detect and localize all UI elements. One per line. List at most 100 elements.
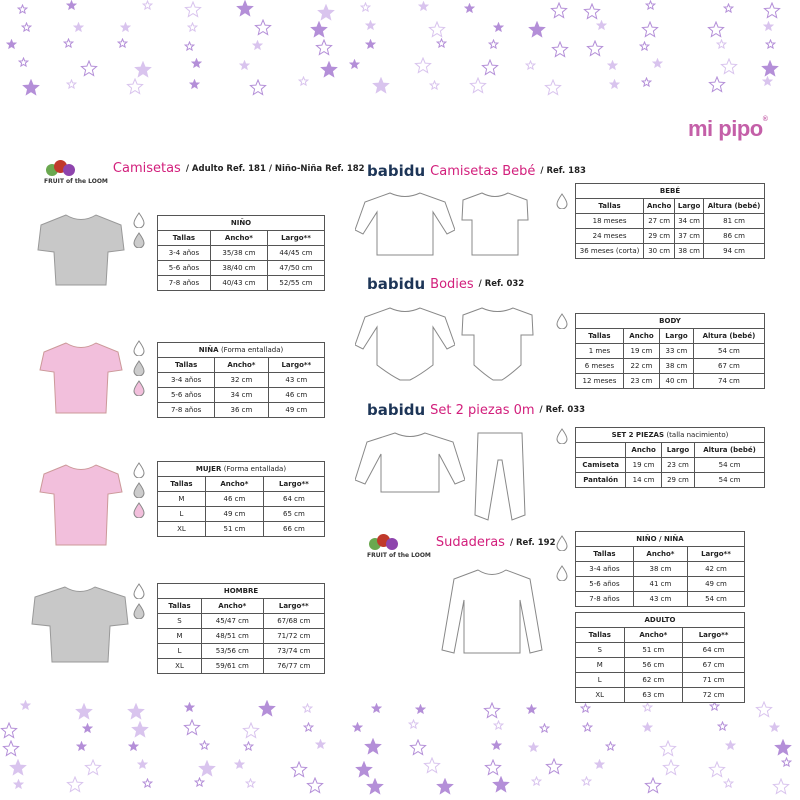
star-icon xyxy=(17,3,29,14)
table-cell: 23 cm xyxy=(660,457,696,473)
table-cell: 1 mes xyxy=(575,343,624,359)
star-icon xyxy=(483,702,501,719)
table-cell: L xyxy=(157,506,206,522)
table-row: M 46 cm 64 cm xyxy=(157,491,326,507)
star-icon xyxy=(755,700,774,718)
column-header: Largo xyxy=(660,442,696,458)
table-cell: 40/43 cm xyxy=(209,275,268,291)
table-cell: 19 cm xyxy=(625,457,662,473)
table-cell: 51 cm xyxy=(623,642,684,658)
star-icon xyxy=(199,740,211,751)
column-header: Tallas xyxy=(156,598,203,614)
table-cell: 72 cm xyxy=(682,687,745,703)
star-icon xyxy=(319,60,338,78)
column-header: Tallas xyxy=(575,546,634,562)
table-cell: 47/50 cm xyxy=(266,260,326,276)
star-icon xyxy=(142,0,154,11)
tshirt-pink-fitted-illustration xyxy=(39,342,123,414)
table-cell: 38 cm xyxy=(632,561,688,577)
star-icon xyxy=(120,21,132,32)
star-icon xyxy=(349,58,361,70)
table-row: S 45/47 cm 67/68 cm xyxy=(156,613,326,629)
table-row: XL 51 cm 66 cm xyxy=(157,521,326,537)
tshirt-grey-illustration xyxy=(37,214,125,286)
table-cell: S xyxy=(156,613,203,629)
star-icon xyxy=(19,700,31,711)
star-icon xyxy=(317,3,336,21)
table-row: 6 meses 22 cm 38 cm 67 cm xyxy=(575,358,766,374)
star-icon xyxy=(492,776,511,794)
star-icon xyxy=(606,59,618,70)
table-cell: 43 cm xyxy=(632,591,688,607)
star-icon xyxy=(257,700,276,717)
table-cell: S xyxy=(575,642,625,658)
table-cell: 33 cm xyxy=(659,343,694,359)
star-icon xyxy=(302,702,314,713)
star-icon xyxy=(136,759,148,770)
star-icon xyxy=(544,758,563,775)
star-icon xyxy=(236,0,255,17)
table-title: BODY xyxy=(575,313,765,329)
table-cell: 94 cm xyxy=(703,243,765,259)
table-cell: 3-4 años xyxy=(157,245,211,261)
star-icon xyxy=(249,78,267,96)
star-pattern-bottom xyxy=(0,700,800,800)
color-swatch-icon xyxy=(133,462,145,478)
table-cell: 3-4 años xyxy=(156,372,216,388)
table-cell: 46 cm xyxy=(204,491,264,507)
star-icon xyxy=(761,76,773,87)
table-cell: 18 meses xyxy=(574,213,645,229)
size-table-nina: NIÑA (Forma entallada) Tallas Ancho* Largo*… xyxy=(156,342,326,418)
star-icon xyxy=(360,2,372,13)
star-icon xyxy=(76,741,88,752)
column-header: Largo** xyxy=(266,230,326,246)
table-header: Tallas Ancho* Largo** xyxy=(575,627,745,643)
star-icon xyxy=(20,21,32,33)
star-icon xyxy=(197,759,216,777)
section-title: Camisetas Bebé xyxy=(430,163,536,179)
table-title: NIÑA (Forma entallada) xyxy=(157,342,325,358)
column-header: Largo xyxy=(674,198,705,214)
table-row: S 51 cm 64 cm xyxy=(575,642,745,658)
star-icon xyxy=(760,60,779,78)
star-icon xyxy=(183,701,195,712)
color-swatch-icon xyxy=(556,565,568,581)
table-row: 5-6 años 41 cm 49 cm xyxy=(575,576,746,592)
table-row: 7-8 años 36 cm 49 cm xyxy=(156,402,326,418)
star-icon xyxy=(707,76,726,94)
size-table-sud_adulto: ADULTO Tallas Ancho* Largo** S 51 cm 64 cm M 56… xyxy=(575,612,745,703)
table-cell: 63 cm xyxy=(623,687,684,703)
star-icon xyxy=(72,22,84,33)
table-cell: 76/77 cm xyxy=(262,658,326,674)
star-icon xyxy=(422,757,441,774)
table-cell: M xyxy=(575,657,625,673)
babidu-logo: babidu xyxy=(367,275,426,293)
baby-tshirt-illustration xyxy=(461,192,529,256)
table-cell: 51 cm xyxy=(204,521,264,537)
table-cell: 5-6 años xyxy=(157,260,211,276)
table-cell: 40 cm xyxy=(659,373,694,389)
star-pattern-top xyxy=(0,0,800,100)
section-ref: / Ref. 183 xyxy=(540,166,586,176)
table-cell: 12 meses xyxy=(575,373,624,389)
table-cell: 36 cm xyxy=(214,402,269,418)
table-cell: 54 cm xyxy=(694,472,765,488)
star-icon xyxy=(525,703,537,714)
color-swatch-icon xyxy=(133,212,145,228)
star-icon xyxy=(191,58,203,69)
table-cell: 86 cm xyxy=(703,228,765,244)
table-cell: 46 cm xyxy=(267,387,326,403)
star-icon xyxy=(17,57,29,68)
table-cell: 54 cm xyxy=(692,343,766,359)
table-title: HOMBRE xyxy=(157,583,325,599)
star-icon xyxy=(580,776,592,787)
table-cell: 62 cm xyxy=(623,672,684,688)
table-header: Tallas Ancho* Largo** xyxy=(157,230,326,246)
star-icon xyxy=(531,776,543,787)
babidu-logo: babidu xyxy=(367,401,426,419)
star-icon xyxy=(82,722,94,733)
color-swatch-icon xyxy=(556,313,568,329)
table-cell: 7-8 años xyxy=(575,591,634,607)
star-icon xyxy=(371,77,390,94)
star-icon xyxy=(641,76,653,87)
